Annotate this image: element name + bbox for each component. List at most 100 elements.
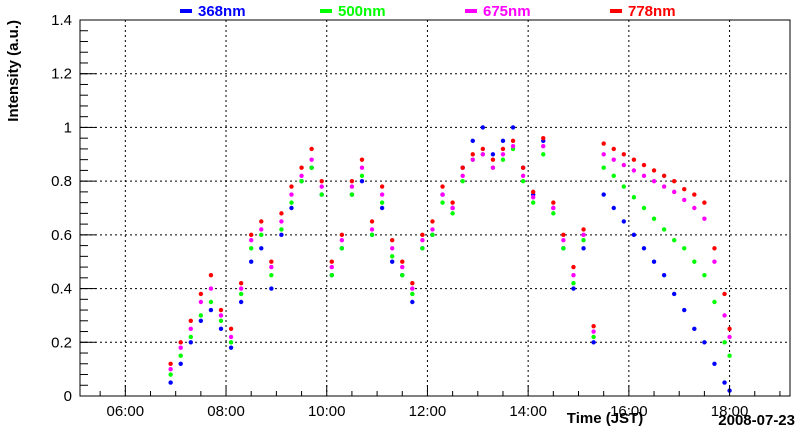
data-point [349,178,355,184]
data-point [430,227,435,232]
x-axis-title: Time (JST) [567,410,643,427]
data-point [702,216,707,221]
plot-frame [79,19,791,397]
data-point [661,227,667,232]
data-point [430,232,435,238]
data-point [571,272,576,278]
data-point [389,254,395,259]
data-point [621,184,627,189]
data-point [188,326,193,332]
legend-label: 675nm [483,3,531,20]
data-point [460,173,465,178]
data-point [712,259,717,264]
data-point [269,259,274,264]
data-point [249,238,254,243]
data-point [621,152,627,157]
x-tick-label: 10:00 [308,403,346,420]
data-point [671,238,677,243]
data-point [631,195,637,200]
y-tick-label: 0.2 [51,334,72,351]
data-point [238,286,244,291]
data-point [702,200,707,205]
data-point [490,152,496,157]
data-point [168,380,173,385]
data-point [259,232,264,238]
data-point [279,211,284,216]
data-point [661,173,667,178]
data-point [551,211,556,216]
data-point [601,165,606,170]
data-point [389,238,395,243]
data-point [339,246,345,251]
data-point [611,146,616,152]
data-point [339,232,345,238]
data-point [228,345,234,350]
x-tick-label: 14:00 [509,403,547,420]
data-point [510,144,516,149]
legend-label: 368nm [198,3,246,20]
y-axis-title: Intensity (a.u.) [5,20,22,122]
data-point [470,157,475,162]
data-point [238,299,244,305]
data-point [581,227,586,232]
data-point [329,272,334,278]
y-tick-label: 1.4 [51,12,72,29]
data-point [359,178,365,184]
data-point [641,246,647,251]
data-point [289,184,294,189]
data-point [198,318,204,323]
data-point [208,307,214,313]
data-point [712,246,717,251]
data-point [410,291,415,297]
data-point [379,192,385,197]
data-point [551,200,556,205]
data-point [420,246,425,251]
data-point [460,178,465,184]
data-point [480,125,486,130]
date-label: 2008-07-23 [718,412,795,429]
x-tick-label: 18:00 [711,403,749,420]
data-point [541,135,546,141]
data-point [208,272,214,278]
data-point [641,173,647,178]
data-point [269,286,274,291]
data-point [319,192,324,197]
data-point [450,200,455,205]
y-tick-label: 0 [64,388,72,405]
data-point [727,334,732,340]
data-point [249,246,254,251]
data-point [571,281,576,286]
data-point [269,272,274,278]
data-point [621,162,627,168]
series-368nm [168,125,732,393]
data-point [591,329,596,334]
data-point [530,189,536,195]
legend-label: 778nm [628,3,676,20]
data-point [490,165,496,170]
data-point [591,334,596,340]
data-point [500,152,506,157]
data-point [561,232,566,238]
y-tick-label: 0.4 [51,281,72,298]
data-point [178,353,183,358]
data-point [722,380,727,385]
data-point [420,238,425,243]
data-point [500,157,506,162]
data-point [400,264,405,270]
data-point [259,246,264,251]
x-tick-label: 06:00 [107,403,145,420]
data-point [671,189,677,195]
data-point [692,326,697,332]
data-point [450,211,455,216]
data-point [178,361,183,366]
data-point [289,192,294,197]
data-point [178,345,183,350]
data-point [198,313,204,318]
data-point [410,299,415,305]
data-point [319,178,324,184]
data-point [530,200,536,205]
data-point [530,195,536,200]
data-point [329,264,334,270]
data-point [702,340,707,345]
data-point [309,165,314,170]
